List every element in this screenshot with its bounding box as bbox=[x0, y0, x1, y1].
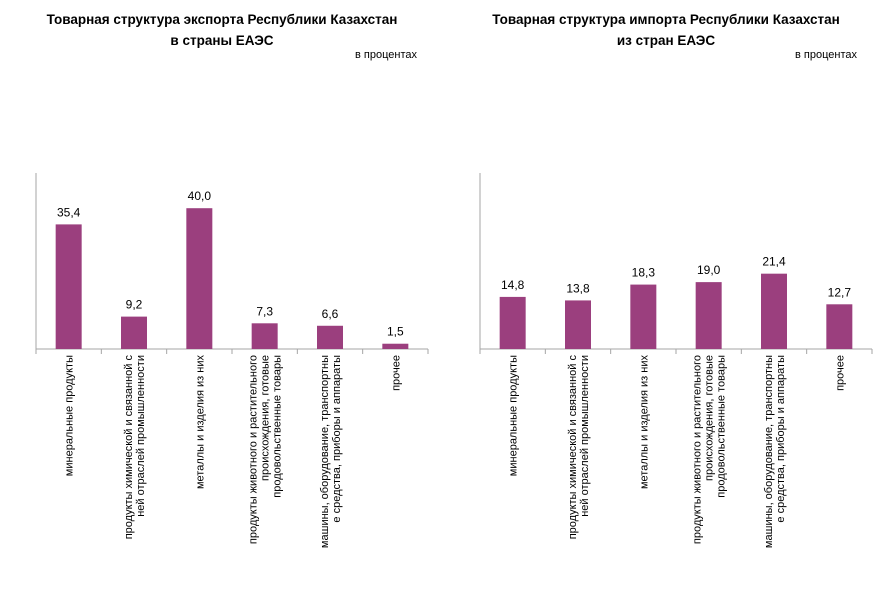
export-value-label-5: 6,6 bbox=[322, 307, 339, 321]
export-bar-1 bbox=[55, 224, 82, 349]
export-category-label-3-line-1: металлы и изделия из них bbox=[194, 355, 206, 490]
export-bar-chart: 35,4 минеральные продукты 9,2 продукты хими… bbox=[35, 173, 429, 548]
import-bar-1 bbox=[499, 296, 526, 349]
export-category-label-5-line-1: машины, оборудование, транспортны bbox=[319, 355, 331, 548]
import-chart-panel: Товарная структура импорта Республики Ка… bbox=[444, 0, 888, 598]
import-title-line-2: из стран ЕАЭС bbox=[616, 33, 716, 48]
export-bar-2 bbox=[121, 316, 147, 349]
export-chart-panel: Товарная структура экспорта Республики К… bbox=[0, 9, 444, 548]
import-chart-title: Товарная структура импорта Республики Ка… bbox=[444, 9, 888, 51]
import-category-label-5-line-1: машины, оборудование, транспортны bbox=[763, 355, 775, 548]
export-value-label-4: 7,3 bbox=[256, 304, 273, 318]
import-value-label-6: 12,7 bbox=[828, 285, 852, 299]
import-category-label-4-line-1: продукты животного и растительного bbox=[692, 355, 704, 544]
export-category-label-2-line-2: ней отраслей промышленности bbox=[135, 355, 147, 517]
import-value-label-1: 14,8 bbox=[501, 278, 525, 292]
import-bar-chart: 14,8 минеральные продукты 13,8 продукты хим… bbox=[479, 173, 873, 548]
export-chart-title: Товарная структура экспорта Республики К… bbox=[0, 9, 444, 51]
export-category-label-5-line-2: е средства, приборы и аппараты bbox=[331, 355, 343, 523]
import-bar-6 bbox=[826, 304, 853, 349]
export-bar-3 bbox=[186, 208, 213, 349]
import-category-label-2-line-2: ней отраслей промышленности bbox=[579, 355, 591, 517]
export-category-label-4-line-1: продукты животного и растительного bbox=[248, 355, 260, 544]
import-category-label-5-line-2: е средства, приборы и аппараты bbox=[775, 355, 787, 523]
import-bar-2 bbox=[565, 300, 591, 349]
import-title-line-1: Товарная структура импорта Республики Ка… bbox=[492, 12, 840, 27]
export-bar-4 bbox=[251, 323, 278, 349]
export-category-label-4-line-2: происхождения, готовые bbox=[260, 355, 272, 481]
export-value-label-3: 40,0 bbox=[188, 189, 212, 203]
export-bar-6 bbox=[382, 343, 409, 349]
import-bar-5 bbox=[761, 273, 787, 349]
import-category-label-4-line-2: происхождения, готовые bbox=[704, 355, 716, 481]
import-category-label-2-line-1: продукты химической и связанной с bbox=[567, 355, 579, 540]
import-units-label: в процентах bbox=[795, 49, 857, 61]
export-category-label-1-line-1: минеральные продукты bbox=[64, 355, 76, 476]
import-value-label-3: 18,3 bbox=[632, 266, 656, 280]
import-category-label-4-line-3: продовольственные товары bbox=[716, 355, 728, 498]
export-value-label-1: 35,4 bbox=[57, 205, 81, 219]
import-bar-4 bbox=[695, 282, 722, 349]
import-bar-3 bbox=[630, 284, 657, 349]
export-category-label-2-line-1: продукты химической и связанной с bbox=[123, 355, 135, 540]
export-title-line-2: в страны ЕАЭС bbox=[170, 33, 274, 48]
import-value-label-4: 19,0 bbox=[697, 263, 721, 277]
export-category-label-6-line-1: прочее bbox=[390, 355, 402, 391]
export-title-line-1: Товарная структура экспорта Республики К… bbox=[46, 12, 398, 27]
import-category-label-3-line-1: металлы и изделия из них bbox=[638, 355, 650, 490]
export-bar-5 bbox=[317, 325, 343, 349]
import-value-label-5: 21,4 bbox=[762, 255, 786, 269]
export-value-label-6: 1,5 bbox=[387, 325, 404, 339]
export-units-label: в процентах bbox=[355, 49, 417, 61]
import-category-label-1-line-1: минеральные продукты bbox=[508, 355, 520, 476]
import-category-label-6-line-1: прочее bbox=[834, 355, 846, 391]
import-value-label-2: 13,8 bbox=[566, 281, 590, 295]
export-value-label-2: 9,2 bbox=[126, 298, 143, 312]
export-category-label-4-line-3: продовольственные товары bbox=[272, 355, 284, 498]
